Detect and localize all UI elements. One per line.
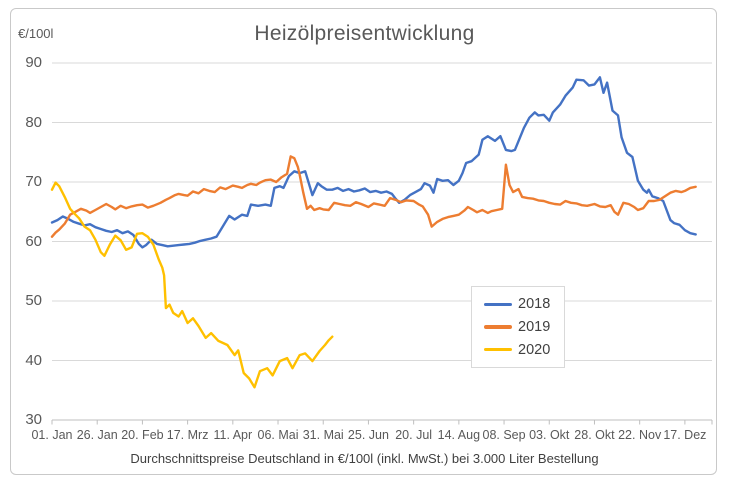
legend: 2018 2019 2020	[471, 286, 565, 368]
x-axis-label: 20. Feb	[121, 428, 164, 442]
x-axis-label: 03. Okt	[529, 428, 570, 442]
series-line-2020	[50, 181, 334, 389]
y-axis-label: 40	[25, 351, 42, 369]
y-axis-label: 80	[25, 113, 42, 131]
x-axis-label: 20. Jul	[395, 428, 433, 442]
x-axis-label: 08. Sep	[482, 428, 526, 442]
x-axis-label: 11. Apr	[213, 428, 253, 442]
x-axis-label: 17. Mrz	[166, 428, 209, 442]
chart-caption: Durchschnittspreise Deutschland in €/100…	[130, 451, 599, 466]
y-axis-label: 60	[25, 232, 42, 250]
legend-label: 2019	[518, 318, 551, 335]
x-axis-label: 31. Mai	[302, 428, 344, 442]
legend-item-2018: 2018	[484, 296, 564, 312]
y-axis-unit-label: €/100l	[18, 26, 54, 41]
x-axis-label: 06. Mai	[257, 428, 299, 442]
y-axis-label: 70	[25, 173, 42, 190]
chart-title: Heizölpreisentwicklung	[254, 22, 475, 45]
legend-swatch-2019	[484, 325, 512, 329]
x-axis-label: 25. Jun	[347, 428, 389, 442]
y-axis-label: 30	[25, 411, 42, 428]
x-axis-label: 22. Nov	[618, 428, 662, 442]
legend-swatch-2020	[484, 347, 512, 352]
series-line-2019	[50, 155, 697, 238]
x-axis-label: 01. Jan	[31, 428, 73, 442]
legend-label: 2018	[518, 296, 551, 313]
legend-label: 2020	[518, 341, 551, 358]
series-line-2018	[50, 76, 697, 249]
x-axis-label: 28. Okt	[574, 428, 615, 442]
legend-swatch-2018	[484, 302, 512, 307]
x-axis-label: 14. Aug	[437, 428, 481, 442]
y-axis-label: 90	[25, 54, 42, 71]
x-axis-label: 26. Jan	[76, 428, 118, 442]
x-axis-label: 17. Dez	[663, 428, 707, 442]
legend-item-2019: 2019	[484, 319, 564, 335]
y-axis-label: 50	[25, 292, 42, 309]
legend-item-2020: 2020	[484, 342, 564, 358]
